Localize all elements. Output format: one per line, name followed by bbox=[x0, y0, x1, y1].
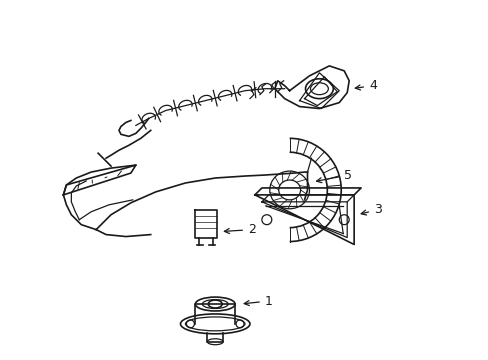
Text: 5: 5 bbox=[316, 168, 351, 183]
Text: 3: 3 bbox=[361, 203, 381, 216]
Text: 1: 1 bbox=[244, 294, 272, 307]
Text: 2: 2 bbox=[224, 223, 255, 236]
Text: 4: 4 bbox=[355, 79, 376, 92]
